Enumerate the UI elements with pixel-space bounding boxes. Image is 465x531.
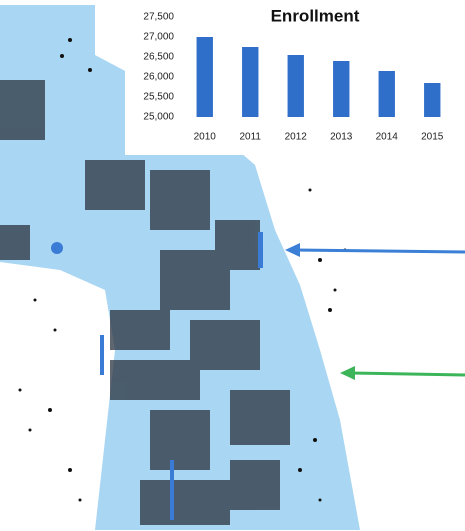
bar [288, 55, 304, 117]
y-tick-label: 26,500 [143, 52, 174, 63]
y-tick-label: 27,500 [143, 12, 174, 23]
bar [379, 71, 395, 117]
map-with-chart: Enrollment 25,000 25,500 26,000 26,500 27,00… [0, 0, 465, 531]
bar [242, 47, 258, 117]
y-tick-label: 27,000 [143, 32, 174, 43]
page: {"chart_data": {"type": "bar", "title": … [0, 0, 465, 531]
x-tick-label: 2011 [239, 132, 261, 143]
bar [333, 61, 349, 117]
x-tick-label: 2015 [421, 132, 444, 143]
y-tick-label: 25,000 [143, 112, 174, 123]
bar [424, 83, 440, 117]
bar [197, 37, 213, 117]
x-tick-label: 2014 [376, 132, 399, 143]
x-tick-label: 2010 [194, 132, 217, 143]
x-tick-label: 2012 [285, 132, 308, 143]
chart-title: Enrollment [271, 6, 360, 25]
x-tick-label: 2013 [330, 132, 353, 143]
y-tick-label: 25,500 [143, 92, 174, 103]
y-tick-label: 26,000 [143, 72, 174, 83]
